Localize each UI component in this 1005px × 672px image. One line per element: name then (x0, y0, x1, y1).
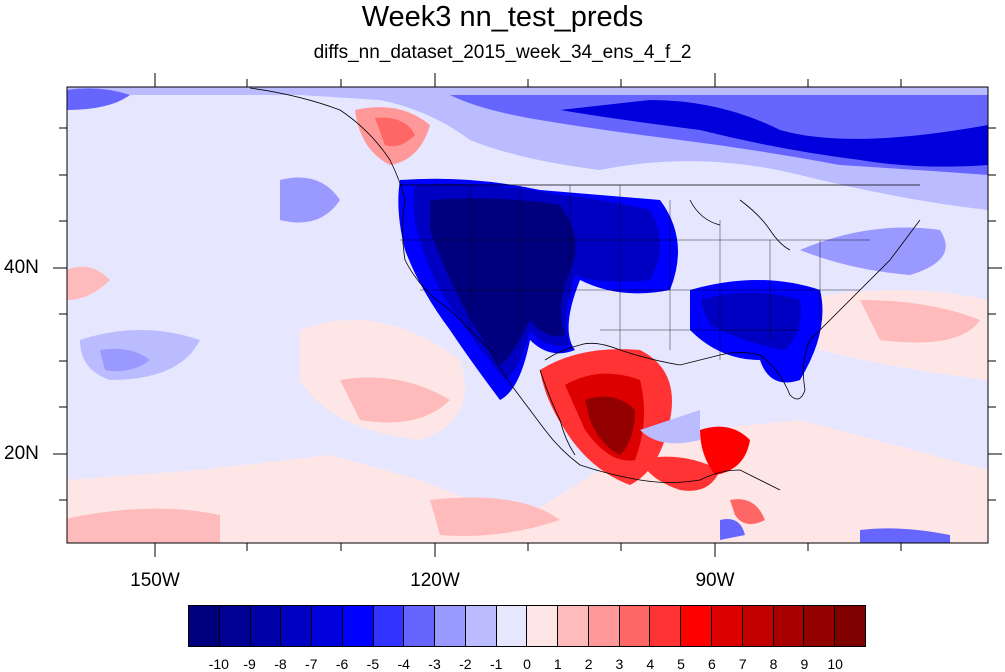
map-plot (53, 73, 1002, 557)
colorbar-label: -5 (366, 656, 380, 672)
colorbar-box (712, 606, 743, 646)
colorbar-box (527, 606, 559, 646)
colorbar-label: 4 (646, 656, 655, 672)
lon-tick-label: 120W (410, 570, 460, 591)
colorbar-box (742, 606, 774, 646)
map-subtitle: diffs_nn_dataset_2015_week_34_ens_4_f_2 (313, 42, 692, 63)
colorbar-label: -3 (428, 656, 441, 672)
colorbar-label: 2 (584, 656, 593, 672)
colorbar-box (681, 606, 713, 646)
colorbar-box (619, 606, 651, 646)
colorbar-box (835, 606, 865, 646)
lon-tick-label: 90W (695, 570, 735, 591)
colorbar-box (373, 606, 405, 646)
colorbar-box (312, 606, 343, 646)
colorbar-box (588, 606, 620, 646)
colorbar (188, 605, 866, 647)
lon-tick-label: 150W (130, 570, 180, 591)
colorbar-label: 5 (677, 656, 685, 672)
coastlines (249, 87, 921, 491)
colorbar-box (558, 606, 589, 646)
colorbar-box (804, 606, 836, 646)
colorbar-box (189, 606, 220, 646)
colorbar-label: -8 (274, 656, 287, 672)
colorbar-label: 3 (615, 656, 624, 672)
colorbar-box (650, 606, 682, 646)
tick-marks (53, 73, 1002, 557)
colorbar-label: -7 (305, 656, 318, 672)
colorbar-label: 9 (800, 656, 809, 672)
colorbar-box (404, 606, 436, 646)
colorbar-label: 0 (523, 656, 531, 672)
colorbar-box (496, 606, 528, 646)
colorbar-label: 7 (738, 656, 747, 672)
colorbar-label: -1 (489, 656, 503, 672)
colorbar-label: -9 (243, 656, 256, 672)
state-borders (400, 185, 870, 360)
colorbar-box (465, 606, 497, 646)
colorbar-box (342, 606, 374, 646)
lat-tick-label: 20N (4, 443, 39, 464)
colorbar-box (281, 606, 313, 646)
colorbar-label: 8 (769, 656, 778, 672)
colorbar-label: 6 (708, 656, 716, 672)
colorbar-label: -10 (208, 656, 229, 672)
anomaly-field (67, 87, 988, 543)
colorbar-label: -4 (397, 656, 410, 672)
colorbar-box (219, 606, 251, 646)
colorbar-label: -6 (335, 656, 349, 672)
colorbar-label: 10 (827, 656, 843, 672)
map-title: Week3 nn_test_preds (361, 1, 644, 33)
lat-tick-label: 40N (4, 257, 39, 278)
colorbar-box (250, 606, 282, 646)
colorbar-label: -2 (459, 656, 472, 672)
colorbar-box (773, 606, 805, 646)
colorbar-label: 1 (553, 656, 562, 672)
colorbar-box (435, 606, 466, 646)
